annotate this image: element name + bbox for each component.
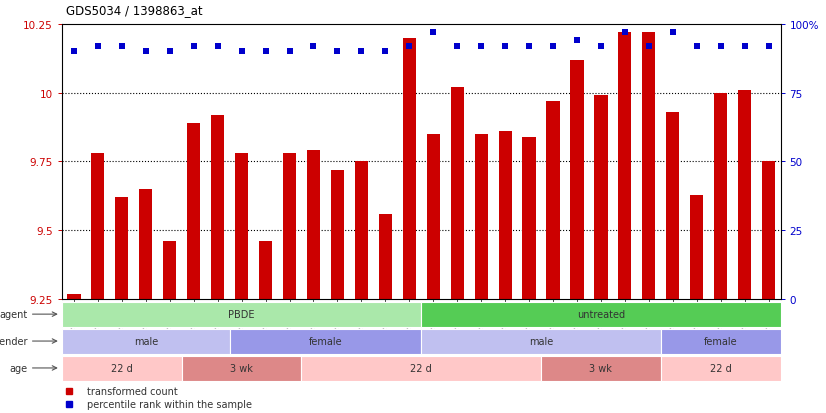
Bar [92, 154, 104, 299]
Bar [499, 132, 511, 299]
Bar [541, 356, 661, 381]
Bar [571, 60, 583, 299]
Bar [379, 214, 392, 299]
Bar [421, 330, 661, 354]
Bar [211, 115, 224, 299]
Bar [164, 242, 176, 299]
Text: 22 d: 22 d [710, 363, 732, 373]
Bar [643, 33, 655, 299]
Point [282, 49, 296, 56]
Text: female: female [309, 336, 342, 346]
Bar [523, 138, 535, 299]
Point [91, 43, 104, 50]
Bar [182, 356, 301, 381]
Bar [421, 303, 781, 327]
Text: male: male [529, 336, 553, 346]
Point [594, 43, 607, 50]
Bar [283, 154, 296, 299]
Bar [140, 190, 152, 299]
Text: age: age [10, 363, 28, 373]
Text: percentile rank within the sample: percentile rank within the sample [87, 399, 252, 409]
Point [474, 43, 487, 50]
Point [690, 43, 703, 50]
Point [714, 43, 727, 50]
Text: gender: gender [0, 336, 28, 346]
Point [330, 49, 344, 56]
Bar [547, 102, 559, 299]
Bar [475, 135, 487, 299]
Point [426, 30, 439, 36]
Point [259, 49, 272, 56]
Point [522, 43, 535, 50]
Bar [691, 195, 703, 299]
Text: male: male [134, 336, 158, 346]
Point [306, 43, 320, 50]
Point [738, 43, 751, 50]
Text: transformed count: transformed count [87, 386, 178, 396]
Bar [116, 198, 128, 299]
Bar [661, 356, 781, 381]
Bar [62, 356, 182, 381]
Bar [355, 162, 368, 299]
Bar [738, 91, 751, 299]
Point [67, 49, 81, 56]
Point [163, 49, 176, 56]
Point [546, 43, 559, 50]
Bar [714, 93, 727, 299]
Bar [403, 38, 415, 299]
Text: PBDE: PBDE [228, 309, 255, 319]
Point [378, 49, 392, 56]
Bar [62, 330, 230, 354]
Text: 3 wk: 3 wk [590, 363, 612, 373]
Bar [230, 330, 421, 354]
Point [570, 38, 583, 45]
Point [618, 30, 631, 36]
Bar [68, 294, 80, 299]
Text: GDS5034 / 1398863_at: GDS5034 / 1398863_at [66, 4, 202, 17]
Text: female: female [704, 336, 738, 346]
Bar [451, 88, 463, 299]
Bar [307, 151, 320, 299]
Point [450, 43, 463, 50]
Text: untreated: untreated [577, 309, 625, 319]
Bar [235, 154, 248, 299]
Text: 22 d: 22 d [411, 363, 432, 373]
Bar [188, 123, 200, 299]
Text: 3 wk: 3 wk [230, 363, 253, 373]
Point [762, 43, 775, 50]
Bar [762, 162, 775, 299]
Point [498, 43, 511, 50]
Text: agent: agent [0, 309, 28, 319]
Point [642, 43, 655, 50]
Point [402, 43, 415, 50]
Bar [667, 113, 679, 299]
Point [187, 43, 200, 50]
Point [211, 43, 224, 50]
Bar [595, 96, 607, 299]
Bar [619, 33, 631, 299]
Point [666, 30, 679, 36]
Bar [331, 170, 344, 299]
Point [235, 49, 248, 56]
Bar [661, 330, 781, 354]
Point [115, 43, 129, 50]
Text: 22 d: 22 d [111, 363, 133, 373]
Bar [259, 242, 272, 299]
Point [139, 49, 152, 56]
Bar [62, 303, 421, 327]
Bar [301, 356, 541, 381]
Bar [427, 135, 439, 299]
Point [354, 49, 368, 56]
